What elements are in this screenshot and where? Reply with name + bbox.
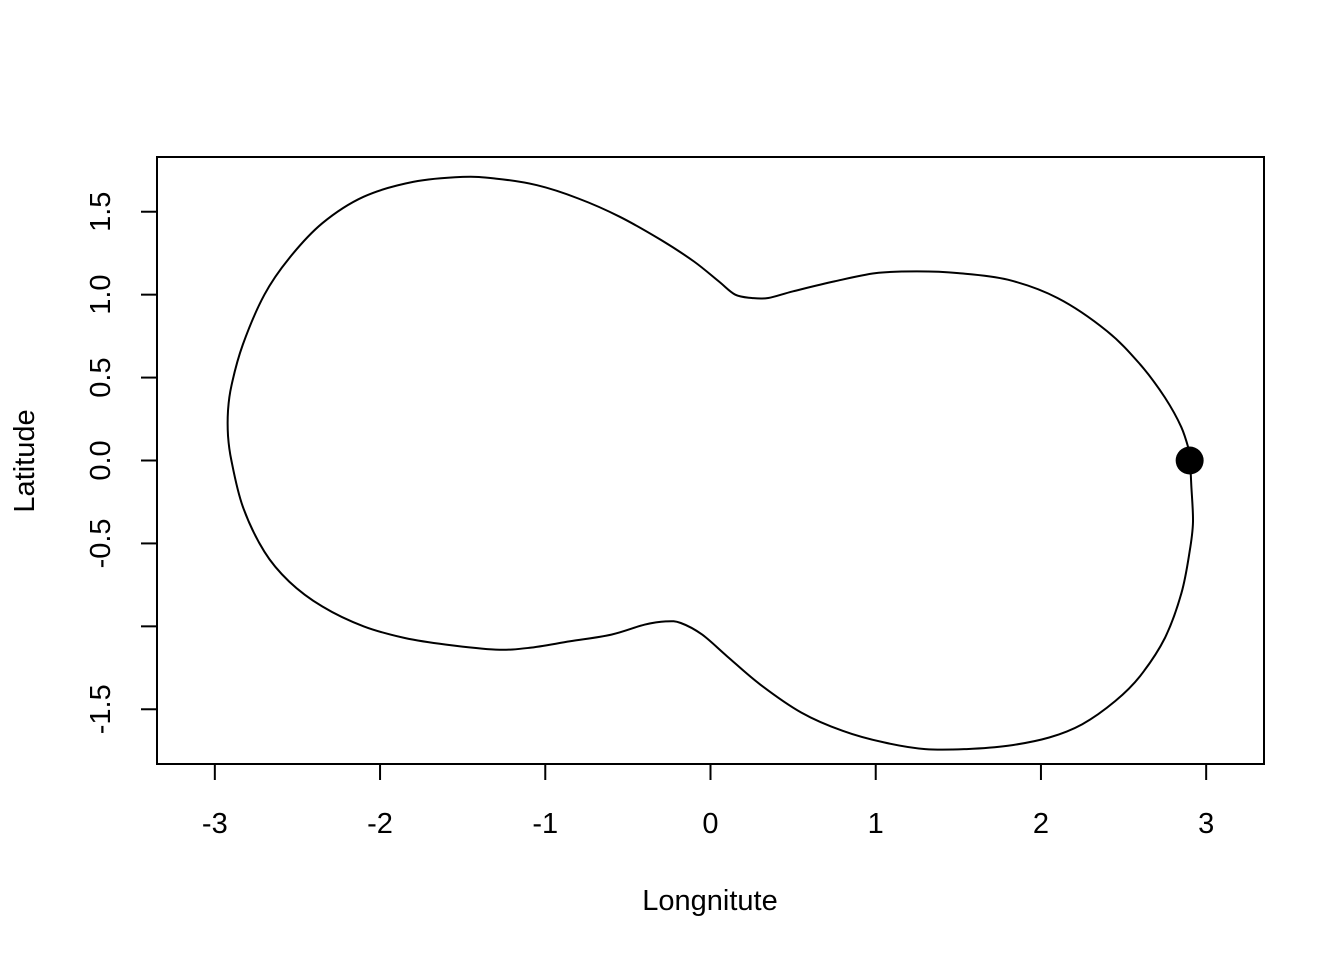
y-tick-label: 1.0 xyxy=(85,274,117,314)
y-tick-label: 0.5 xyxy=(85,357,117,397)
y-tick-label: 0.0 xyxy=(85,440,117,480)
x-tick-label: 3 xyxy=(1198,808,1214,840)
x-tick-label: 2 xyxy=(1033,808,1049,840)
data-point-marker xyxy=(1175,446,1204,475)
y-axis-title: Latitude xyxy=(9,409,41,512)
x-axis-title: Longnitute xyxy=(642,885,777,917)
plot-frame xyxy=(156,156,1265,765)
y-tick-label: -0.5 xyxy=(85,518,117,568)
y-tick-label: 1.5 xyxy=(85,192,117,232)
x-tick-label: -1 xyxy=(532,808,558,840)
x-tick-label: 1 xyxy=(868,808,884,840)
y-tick-label: -1.5 xyxy=(85,684,117,734)
x-tick-label: -2 xyxy=(367,808,393,840)
x-tick-label: -3 xyxy=(202,808,228,840)
x-axis: -3 -2 -1 0 1 2 3 xyxy=(202,763,1214,840)
series-curve xyxy=(226,175,1195,751)
x-tick-label: 0 xyxy=(702,808,718,840)
y-axis: -1.5 -0.5 0.0 0.5 1.0 1.5 xyxy=(85,192,158,734)
